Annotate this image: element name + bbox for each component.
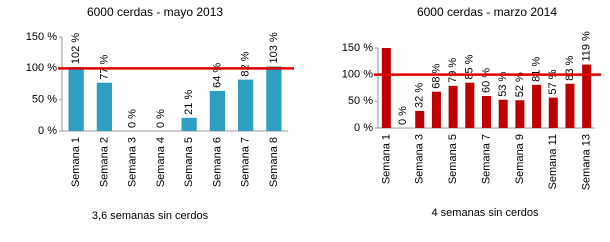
x-tick-label: Semana 5 — [183, 137, 195, 187]
value-label: 79 % — [447, 58, 459, 83]
bar — [181, 117, 197, 131]
y-tick-label: 150 % — [342, 42, 373, 54]
value-label: 52 % — [514, 72, 526, 97]
bar — [96, 82, 113, 131]
bar — [209, 90, 226, 131]
bar — [381, 48, 391, 128]
x-tick-label: Semana 3 — [127, 137, 139, 187]
bar — [565, 83, 575, 128]
y-tick-label: 100 % — [26, 62, 57, 74]
value-label: 85 % — [464, 54, 476, 79]
value-label: 0 % — [127, 109, 139, 128]
x-tick-label: Semana 1 — [70, 137, 82, 187]
x-tick-label: Semana 11 — [547, 134, 559, 189]
value-label: 53 % — [497, 71, 509, 96]
annotation: 3,6 semanas sin cerdos — [92, 210, 209, 222]
value-label: 64 % — [211, 63, 223, 88]
x-tick-label: Semana 6 — [211, 137, 223, 187]
value-label: 81 % — [530, 57, 542, 82]
y-tick-label: 100 % — [342, 69, 373, 81]
value-label: 0 % — [397, 106, 409, 125]
value-label: 32 % — [414, 83, 426, 108]
y-tick-label: 0 % — [354, 122, 373, 134]
value-label: 82 % — [240, 51, 252, 76]
bar — [415, 110, 425, 128]
value-label: 21 % — [183, 90, 195, 115]
x-tick-label: Semana 4 — [155, 137, 167, 187]
value-label: 57 % — [547, 69, 559, 94]
bar — [465, 82, 475, 128]
chart-title: 6000 cerdas - mayo 2013 — [87, 5, 223, 19]
x-tick-label: Semana 7 — [480, 134, 492, 184]
value-label: 103 % — [268, 32, 280, 63]
bar — [481, 96, 492, 128]
bar — [448, 85, 458, 128]
x-tick-label: Semana 7 — [240, 137, 252, 187]
bar — [532, 84, 542, 128]
x-tick-label: Semana 5 — [447, 134, 459, 184]
bar — [548, 97, 558, 128]
x-tick-label: Semana 13 — [581, 134, 593, 190]
y-tick-label: 50 % — [32, 94, 57, 106]
x-tick-label: Semana 3 — [414, 134, 426, 184]
y-tick-label: 50 % — [348, 95, 373, 107]
value-label: 0 % — [155, 109, 167, 128]
annotation: 4 semanas sin cerdos — [432, 207, 539, 219]
y-tick-label: 150 % — [26, 31, 57, 43]
chart-title: 6000 cerdas - marzo 2014 — [417, 5, 557, 19]
y-tick-label: 0 % — [38, 125, 57, 137]
bar — [498, 99, 508, 128]
value-label: 68 % — [430, 63, 442, 88]
bar — [582, 64, 592, 128]
value-label: 102 % — [70, 33, 82, 64]
bar — [266, 66, 282, 131]
x-tick-label: Semana 1 — [380, 134, 392, 184]
bar — [431, 91, 441, 128]
value-label: 119 % — [581, 31, 593, 62]
x-tick-label: Semana 2 — [98, 137, 110, 187]
value-label: 60 % — [480, 68, 492, 93]
bar — [68, 67, 84, 131]
bar — [515, 100, 525, 128]
x-tick-label: Semana 8 — [268, 137, 280, 187]
bar — [237, 79, 254, 131]
x-tick-label: Semana 9 — [514, 134, 526, 184]
value-label: 83 % — [564, 55, 576, 80]
